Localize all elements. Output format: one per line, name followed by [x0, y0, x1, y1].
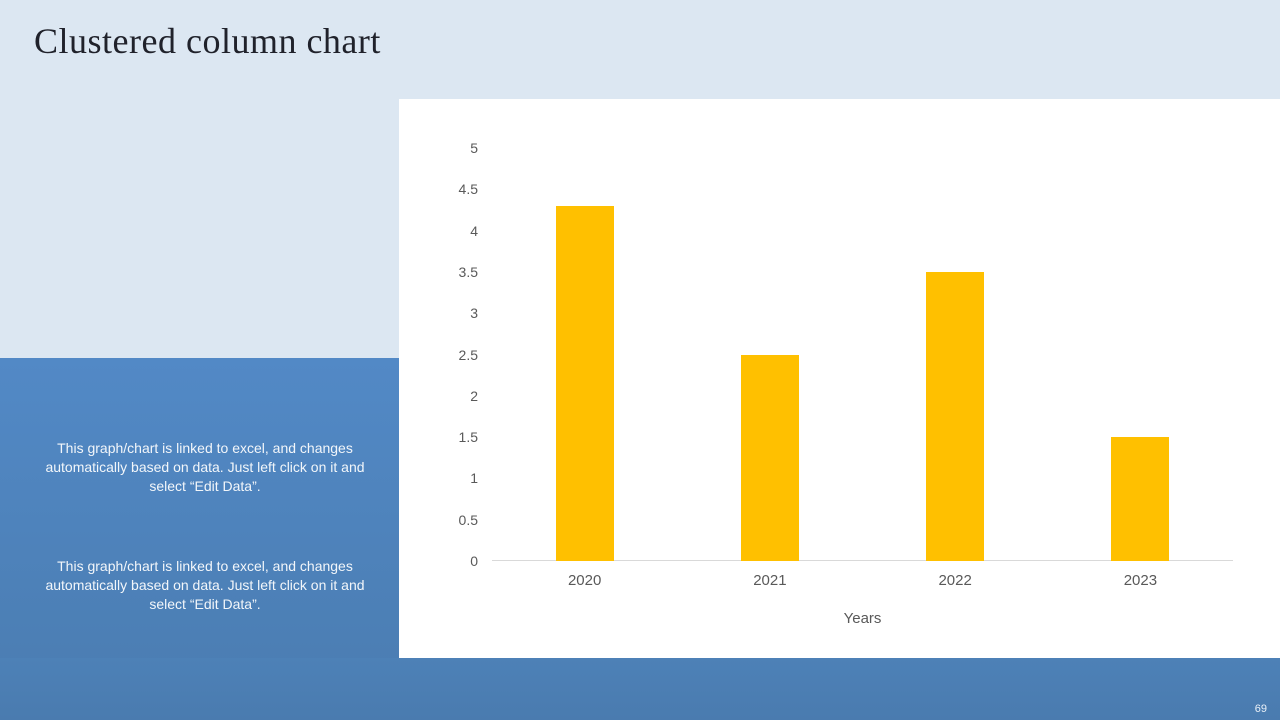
- y-tick-label: 3: [470, 305, 478, 322]
- y-tick-label: 1.5: [458, 429, 478, 446]
- y-tick-label: 0: [470, 553, 478, 569]
- info-text-1: This graph/chart is linked to excel, and…: [45, 440, 365, 494]
- bar-2020: [555, 205, 614, 561]
- y-axis-labels: 0 0.5 1 1.5 2 2.5 3 3.5 4 4.5 5: [399, 141, 478, 568]
- y-tick-label: 2.5: [458, 346, 478, 363]
- top-band: [0, 0, 1280, 99]
- slide-title: Clustered column chart: [34, 21, 381, 61]
- x-axis-labels: 2020 2021 2022 2023: [492, 572, 1233, 592]
- x-axis-line: [492, 560, 1233, 561]
- plot-area: [492, 148, 1233, 561]
- bar-2022: [926, 271, 985, 561]
- left-upper-background: [0, 99, 399, 358]
- y-tick-label: 2: [470, 387, 478, 404]
- y-tick-label: 4.5: [458, 181, 478, 198]
- y-tick-label: 0.5: [458, 511, 478, 528]
- chart-panel[interactable]: 0 0.5 1 1.5 2 2.5 3 3.5 4 4.5 5 2020 2021 2022 2023 Y…: [399, 99, 1280, 658]
- bar-2021: [740, 354, 799, 561]
- x-category-label: 2021: [753, 572, 787, 589]
- x-category-label: 2023: [1123, 572, 1158, 589]
- y-tick-label: 3.5: [458, 263, 478, 280]
- y-tick-label: 4: [470, 222, 478, 239]
- bar-2023: [1111, 437, 1170, 561]
- x-axis-title: Years: [843, 610, 882, 627]
- y-tick-label: 5: [470, 140, 478, 156]
- page-number: 69: [1254, 703, 1267, 715]
- x-category-label: 2022: [938, 572, 972, 589]
- info-text-2: This graph/chart is linked to excel, and…: [45, 558, 365, 612]
- x-category-label: 2020: [567, 572, 602, 589]
- y-tick-label: 1: [470, 470, 478, 487]
- bottom-strip: [0, 658, 1280, 720]
